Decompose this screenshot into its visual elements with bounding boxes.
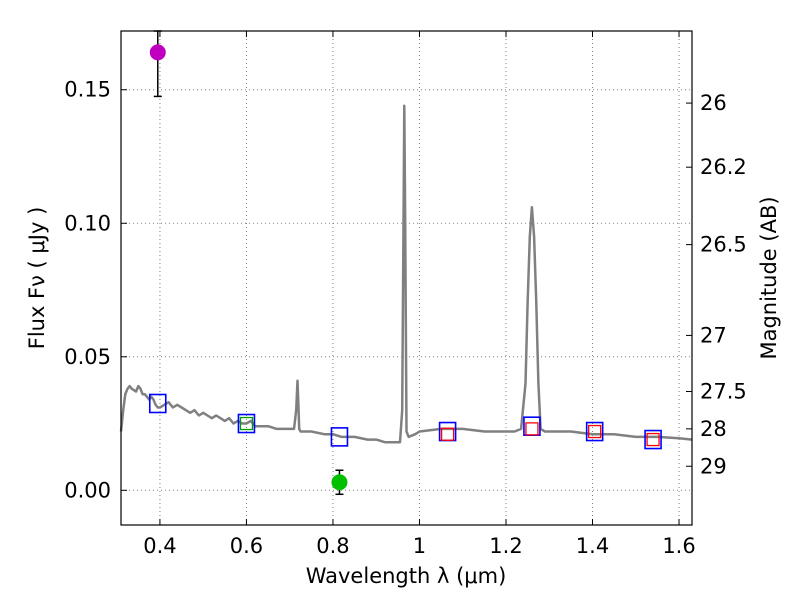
magnitude-axis-label: Magnitude (AB): [757, 196, 781, 359]
x-tick-label: 0.6: [230, 534, 263, 558]
observed-photometry-point: [646, 432, 660, 447]
observed-photometry-point: [588, 424, 602, 439]
x-tick-label: 1.6: [662, 534, 695, 558]
magnitude-tick-label: 26.5: [700, 233, 747, 257]
observed-photometry-point: [239, 416, 254, 431]
magnitude-tick-label: 26: [700, 91, 727, 115]
y-tick-label: 0.00: [64, 478, 111, 502]
y-axis-label: Flux Fν ( μJy ): [25, 207, 49, 350]
detection-point: [149, 44, 166, 61]
y-tick-label: 0.15: [64, 78, 111, 102]
magnitude-tick-label: 28: [700, 417, 727, 441]
magnitude-tick-label: 29: [700, 454, 727, 478]
axis-ticks: 0.4 0.6 0.8 1 1.2 1.4 1.6 0.00 0.05 0.10 0.15 26 26.…: [64, 31, 747, 558]
model-photometry-point: [330, 427, 349, 447]
y-tick-label: 0.10: [64, 211, 111, 235]
plot-frame: [120, 30, 693, 526]
observed-photometry-point: [525, 422, 539, 436]
x-axis-label: Wavelength λ (μm): [306, 564, 507, 588]
non-detection-point: [331, 474, 348, 491]
x-tick-label: 1: [413, 534, 426, 558]
model-photometry-point: [585, 421, 604, 442]
model-photometry-point: [237, 413, 256, 434]
spectrum-line: [119, 104, 693, 444]
magnitude-tick-label: 27: [700, 323, 727, 347]
model-photometry-point: [644, 429, 662, 450]
y-tick-label: 0.05: [64, 345, 111, 369]
x-tick-label: 0.4: [143, 534, 176, 558]
x-tick-label: 1.2: [489, 534, 522, 558]
magnitude-tick-label: 27.5: [700, 379, 747, 403]
x-tick-label: 0.8: [316, 534, 349, 558]
observed-photometry-point: [440, 427, 455, 441]
model-photometry-point: [148, 393, 167, 414]
data-series: [119, 30, 693, 496]
x-tick-label: 1.4: [576, 534, 609, 558]
magnitude-tick-label: 26.2: [700, 155, 747, 179]
